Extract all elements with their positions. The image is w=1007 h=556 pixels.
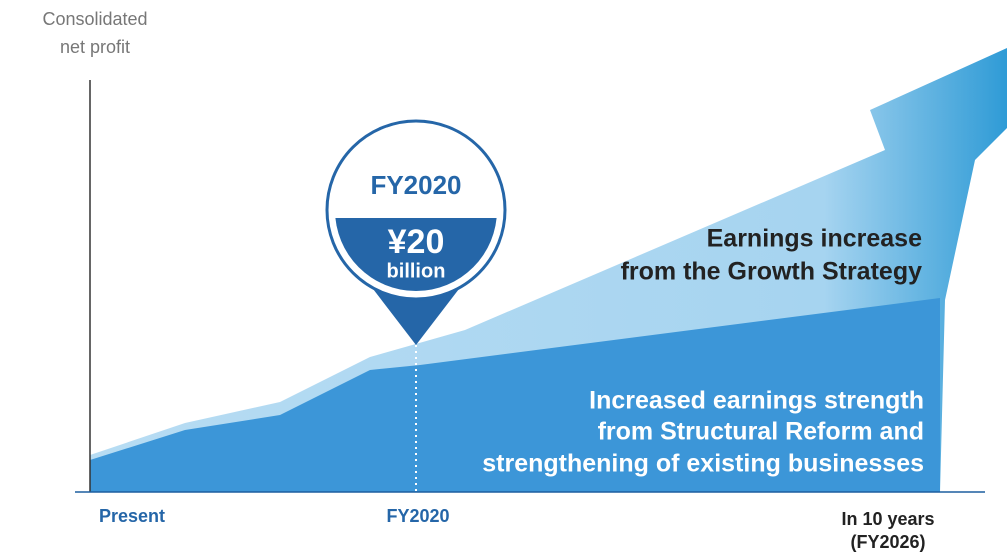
x-label: (FY2026) xyxy=(850,532,925,552)
y-axis-label: net profit xyxy=(60,37,130,57)
base-label: strengthening of existing businesses xyxy=(482,450,924,478)
x-label: In 10 years xyxy=(841,509,934,529)
callout-pin: FY2020 ¥20 billion xyxy=(325,119,507,345)
growth-label: Earnings increase xyxy=(707,225,922,253)
x-label: FY2020 xyxy=(386,506,449,526)
base-area xyxy=(90,298,940,492)
x-label: Present xyxy=(99,506,165,526)
callout-unit: billion xyxy=(387,260,446,282)
callout-amount: ¥20 xyxy=(388,223,445,261)
y-axis-label: Consolidated xyxy=(42,9,147,29)
callout-year: FY2020 xyxy=(370,170,461,200)
growth-label: from the Growth Strategy xyxy=(621,258,923,286)
base-label: from Structural Reform and xyxy=(598,418,924,446)
base-label: Increased earnings strength xyxy=(589,387,924,415)
pin-pointer xyxy=(370,285,462,345)
